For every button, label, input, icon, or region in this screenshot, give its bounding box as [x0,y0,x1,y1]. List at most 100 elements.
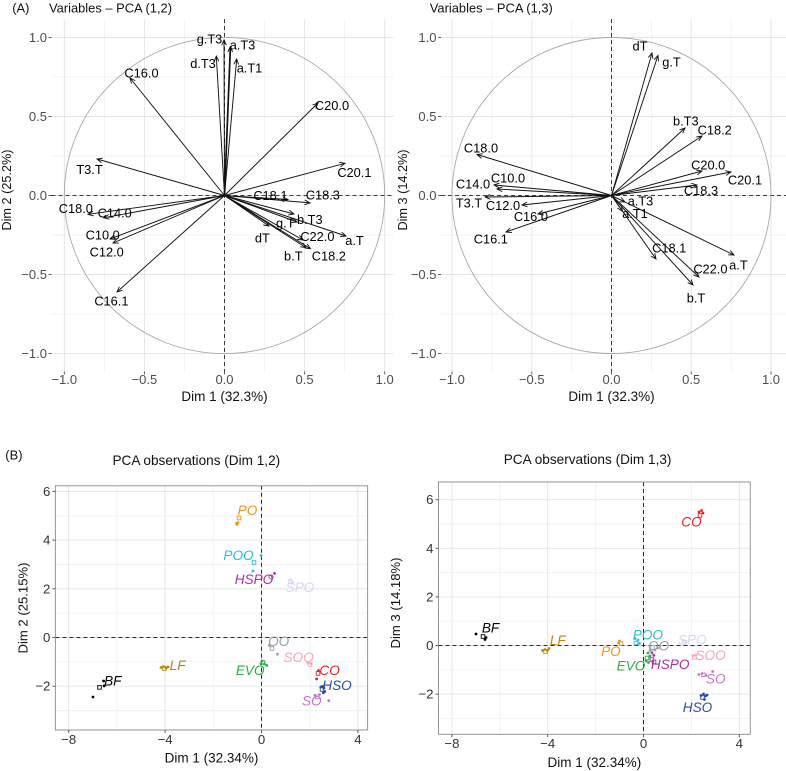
svg-text:Dim 1 (32.3%): Dim 1 (32.3%) [181,389,267,404]
svg-text:−2: −2 [418,687,433,702]
svg-text:SOO: SOO [283,650,314,665]
svg-text:b.T3: b.T3 [673,114,699,129]
svg-text:−0.5: −0.5 [411,267,437,282]
svg-text:OO: OO [268,634,290,649]
svg-text:C12.0: C12.0 [90,245,124,260]
svg-text:EVO: EVO [617,659,646,674]
svg-text:dT: dT [633,39,648,54]
svg-text:HSO: HSO [322,678,352,693]
svg-text:1.0: 1.0 [29,30,47,45]
svg-text:1.0: 1.0 [376,372,394,387]
svg-text:1.0: 1.0 [418,30,436,45]
svg-text:C10.0: C10.0 [86,228,120,243]
svg-text:a.T3: a.T3 [230,38,256,53]
svg-text:Dim 1 (32.34%): Dim 1 (32.34%) [165,751,259,766]
svg-text:−8: −8 [61,732,76,747]
svg-text:g.T3: g.T3 [197,32,223,47]
svg-text:−1.0: −1.0 [439,372,465,387]
svg-text:C18.2: C18.2 [312,249,346,264]
svg-text:−1.0: −1.0 [51,372,77,387]
svg-text:b.T: b.T [687,290,706,305]
svg-text:dT: dT [255,230,270,245]
svg-text:SO: SO [302,694,322,709]
svg-text:2: 2 [43,581,50,596]
svg-text:Dim 2 (25.15%): Dim 2 (25.15%) [16,563,31,654]
svg-text:BF: BF [482,621,500,636]
svg-text:PO: PO [601,644,621,659]
svg-text:Variables – PCA (1,2): Variables – PCA (1,2) [49,0,172,15]
svg-text:Dim 3 (14.18%): Dim 3 (14.18%) [388,558,403,649]
svg-text:T3.T: T3.T [456,196,482,211]
svg-text:g.T: g.T [662,55,681,70]
svg-text:C14.0: C14.0 [98,206,132,221]
svg-text:Dim 1 (32.34%): Dim 1 (32.34%) [548,755,642,770]
svg-text:POO: POO [223,548,254,563]
svg-text:C18.0: C18.0 [59,201,93,216]
svg-text:OO: OO [648,638,670,653]
svg-text:C20.1: C20.1 [728,173,762,188]
svg-text:0: 0 [426,638,433,653]
svg-text:−0.5: −0.5 [21,267,47,282]
svg-text:CO: CO [681,515,702,530]
svg-text:0.5: 0.5 [682,372,700,387]
svg-text:0.5: 0.5 [29,109,47,124]
svg-text:PCA observations (Dim 1,2): PCA observations (Dim 1,2) [112,453,280,468]
svg-text:d.T3: d.T3 [190,56,216,71]
svg-text:a.T1: a.T1 [237,61,263,76]
svg-text:2: 2 [426,589,433,604]
svg-text:Dim 3 (14.2%): Dim 3 (14.2%) [396,149,410,230]
svg-text:−1.0: −1.0 [21,346,47,361]
svg-text:0.0: 0.0 [602,372,620,387]
svg-text:T3.T: T3.T [76,162,102,177]
svg-text:1.0: 1.0 [762,372,780,387]
svg-text:0: 0 [258,732,265,747]
svg-text:(A): (A) [12,0,29,15]
svg-text:POO: POO [633,628,664,643]
svg-text:4: 4 [43,533,50,548]
svg-text:C16.0: C16.0 [514,209,548,224]
svg-text:C20.0: C20.0 [691,157,725,172]
svg-text:−8: −8 [444,736,459,751]
svg-text:6: 6 [426,492,433,507]
svg-text:PO: PO [238,503,258,518]
svg-text:0: 0 [43,630,50,645]
svg-text:C16.0: C16.0 [124,66,158,81]
svg-text:b.T: b.T [284,249,303,264]
svg-text:−1.0: −1.0 [411,346,437,361]
svg-text:C20.0: C20.0 [315,98,349,113]
svg-text:C18.0: C18.0 [464,141,498,156]
svg-text:a.T: a.T [345,233,364,248]
svg-text:C18.2: C18.2 [698,123,732,138]
svg-text:a.T3: a.T3 [628,194,654,209]
svg-text:0.5: 0.5 [296,372,314,387]
svg-text:0.0: 0.0 [418,188,436,203]
svg-text:C16.1: C16.1 [474,232,508,247]
svg-text:SPO: SPO [286,580,315,595]
svg-text:4: 4 [736,736,743,751]
svg-text:−4: −4 [540,736,555,751]
svg-text:−0.5: −0.5 [519,372,545,387]
svg-text:SPO: SPO [678,632,707,647]
svg-text:−4: −4 [158,732,173,747]
svg-text:a.T: a.T [729,257,748,272]
svg-text:b.T3: b.T3 [297,212,323,227]
svg-text:Dim 2 (25.2%): Dim 2 (25.2%) [0,149,14,230]
svg-text:C12.0: C12.0 [486,198,520,213]
svg-text:LF: LF [550,633,567,648]
svg-text:C20.1: C20.1 [337,165,371,180]
svg-text:PCA observations (Dim 1,3): PCA observations (Dim 1,3) [504,452,672,467]
svg-text:4: 4 [354,732,361,747]
svg-text:HSO: HSO [683,700,713,715]
svg-text:6: 6 [43,484,50,499]
svg-text:C14.0: C14.0 [456,177,490,192]
svg-text:0: 0 [640,736,647,751]
svg-text:C18.1: C18.1 [253,188,287,203]
svg-text:0.0: 0.0 [215,372,233,387]
svg-text:C10.0: C10.0 [491,171,525,186]
svg-text:SOO: SOO [695,648,726,663]
svg-text:C16.1: C16.1 [94,293,128,308]
svg-text:−2: −2 [35,679,50,694]
svg-text:EVO: EVO [236,663,265,678]
svg-text:BF: BF [104,674,122,689]
svg-text:SO: SO [706,671,726,686]
